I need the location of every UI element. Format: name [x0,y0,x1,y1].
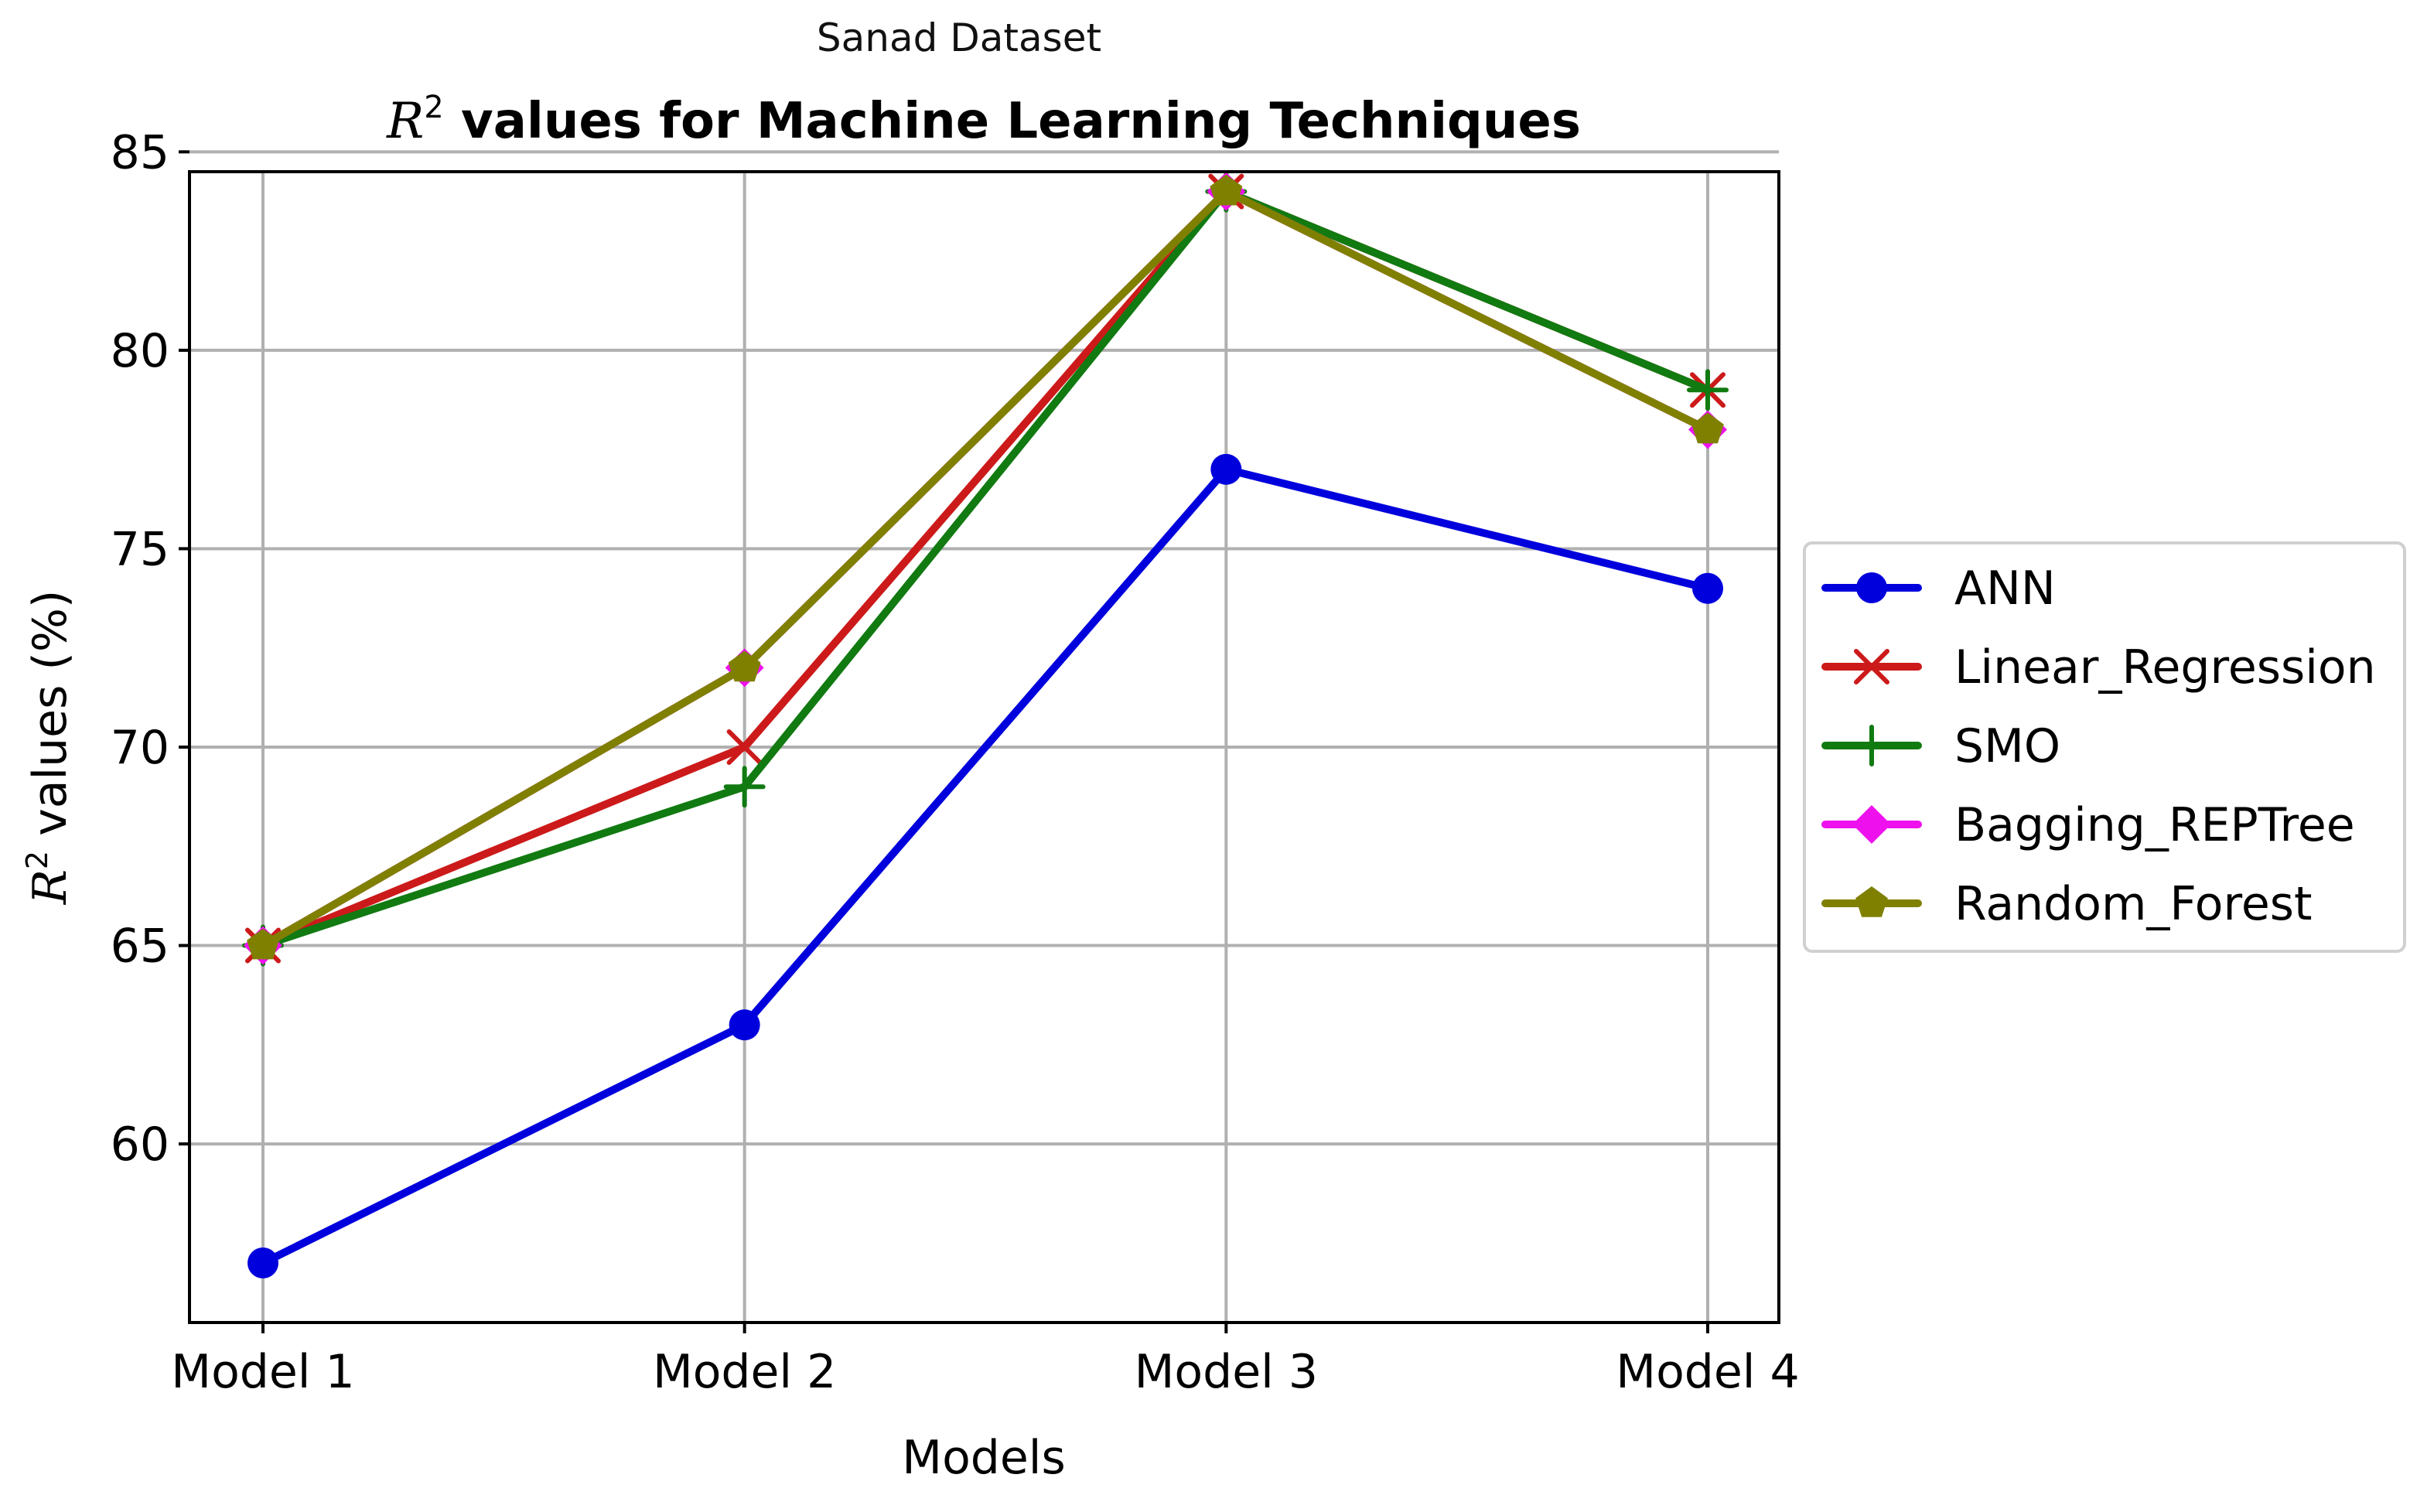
legend-item-smo: SMO [1821,719,2060,773]
data-point-ann [1692,572,1723,604]
legend-item-bagging-reptree: Bagging_REPTree [1821,798,2355,852]
x-tick-label: Model 4 [1616,1345,1799,1399]
chart-suptitle: Sanad Dataset [817,15,1101,60]
series-random-forest [247,174,1724,960]
chart-title: R2 values for Machine Learning Technique… [386,90,1581,150]
legend-item-random-forest: Random_Forest [1821,877,2313,931]
y-axis-label: R2 values (%) [20,590,77,906]
grid [189,150,1779,1323]
legend-swatch-marker [1855,886,1888,917]
series-bagging-reptree [244,172,1727,965]
data-point-linear-regression-stroke [726,729,763,765]
chart-title-text: values for Machine Learning Techniques [444,93,1581,150]
data-point-ann [729,1009,760,1041]
x-tick-label: Model 1 [171,1345,354,1399]
series-ann [247,453,1723,1279]
chart-title-r: R [386,93,424,150]
legend-item-linear-regression: Linear_Regression [1821,640,2376,695]
legend-label: ANN [1954,561,2056,616]
data-point-random-forest [247,928,279,960]
series-line-ann [259,465,1712,1268]
legend-swatch-marker [1852,805,1891,844]
legend-swatch-marker [1856,572,1887,603]
series-line-smo [259,187,1712,950]
legend-label: Linear_Regression [1954,640,2376,695]
data-point-linear-regression [726,729,763,765]
y-tick-label: 75 [111,522,169,576]
legend-swatch-marker [1854,649,1889,684]
data-point-random-forest [1691,412,1724,444]
legend-label: Bagging_REPTree [1954,798,2355,852]
y-axis-label-superscript: 2 [20,851,54,869]
legend-label: Random_Forest [1954,877,2313,931]
data-point-ann [1210,453,1242,485]
legend-label: SMO [1954,719,2060,773]
data-point-ann [247,1247,278,1279]
y-tick-label: 60 [111,1118,169,1172]
data-point-smo [723,766,766,808]
y-axis-label-r: R [23,869,77,905]
y-tick-label: 70 [111,721,169,775]
series-layer [242,170,1729,1279]
y-tick-label: 80 [111,324,169,378]
series-smo [242,170,1729,967]
chart-title-superscript: 2 [424,90,443,125]
ticks: 60 65 70 75 80 85 Model 1 Model 2 Model 3 Model 4 [111,125,1800,1399]
series-line-random-forest [259,187,1712,950]
x-tick-label: Model 2 [653,1345,836,1399]
data-point-random-forest [1210,174,1243,206]
x-tick-label: Model 3 [1135,1345,1318,1399]
data-point-smo [1687,369,1729,411]
legend-item-ann: ANN [1821,561,2056,616]
legend-box [1803,541,2406,953]
y-tick-label: 85 [111,125,169,179]
x-axis-label: Models [902,1431,1065,1485]
legend: ANN Linear_Regression SMO Bagging_REPTree Ra… [1803,541,2406,953]
series-linear-regression [245,173,1726,964]
legend-swatch-marker-stroke [1854,649,1889,684]
data-point-random-forest [728,650,761,682]
y-tick-label: 65 [111,920,169,974]
legend-swatch-marker [1851,725,1893,766]
y-axis-label-text: values (%) [23,590,77,851]
